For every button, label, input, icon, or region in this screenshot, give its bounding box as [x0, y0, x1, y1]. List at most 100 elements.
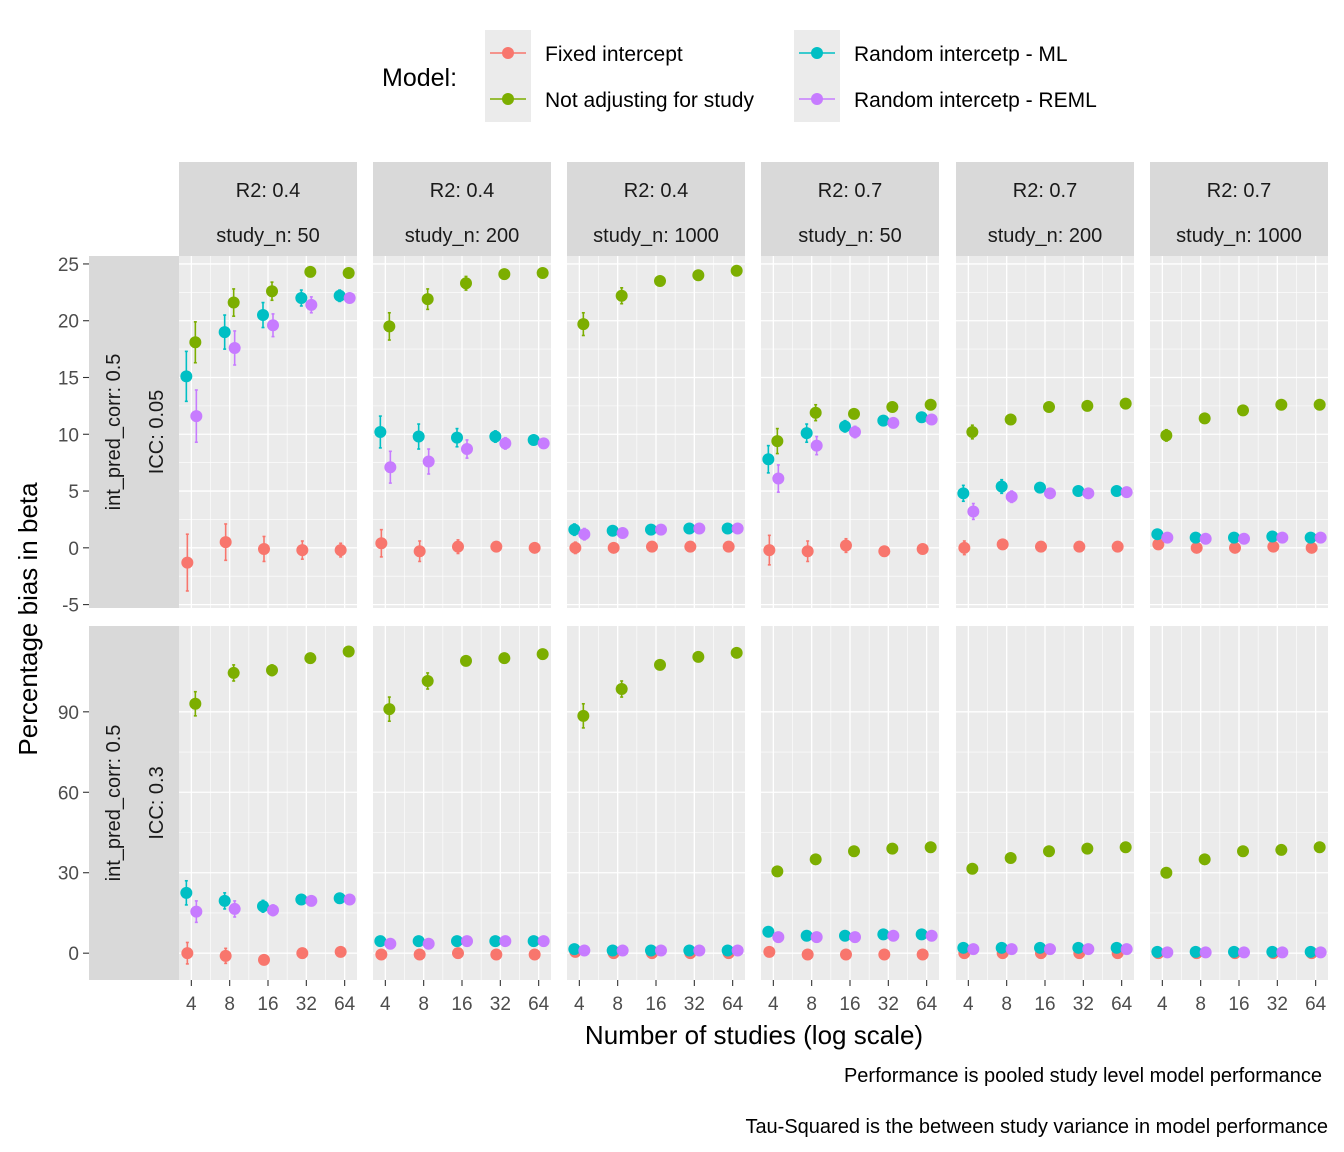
- data-point: [646, 540, 658, 553]
- data-point: [180, 886, 193, 899]
- series-random-intercetp-ml: [180, 879, 346, 913]
- column-strip: R2: 0.7 study_n: 1000: [1150, 162, 1328, 256]
- data-point: [1120, 943, 1133, 956]
- x-tick-label: 16: [1228, 994, 1249, 1015]
- x-tick-label: 4: [963, 994, 974, 1015]
- data-point: [839, 929, 851, 942]
- data-point: [730, 646, 743, 659]
- data-point: [1073, 540, 1086, 553]
- y-tick-label: 10: [58, 425, 79, 446]
- data-point: [1267, 540, 1280, 553]
- legend-label: Not adjusting for study: [545, 89, 754, 112]
- x-tick-label: 8: [806, 994, 817, 1015]
- x-tick-label: 4: [186, 994, 197, 1015]
- data-point: [1119, 397, 1132, 410]
- strip-background: [89, 256, 179, 608]
- series-random-intercetp-reml: [190, 893, 356, 924]
- series-random-intercetp-ml: [568, 943, 734, 957]
- data-point: [577, 709, 590, 722]
- data-point: [848, 845, 860, 858]
- y-tick-label: 20: [58, 312, 79, 333]
- series-random-intercetp-reml: [772, 929, 938, 944]
- x-tick-label: 32: [490, 994, 511, 1015]
- data-point: [1082, 487, 1095, 500]
- x-tick-label: 8: [418, 994, 429, 1015]
- data-point: [295, 292, 308, 305]
- data-point: [731, 522, 744, 535]
- strip-label-inner: ICC: 0.3: [146, 766, 168, 839]
- data-point: [996, 538, 1009, 551]
- x-tick-label: 16: [839, 994, 860, 1015]
- legend-entries: Fixed intercept Not adjusting for study Ra…: [485, 30, 1097, 122]
- panel-r1-c1: [179, 256, 357, 608]
- y-tick-label: -5: [62, 596, 79, 617]
- series-random-intercetp-ml: [374, 415, 540, 450]
- x-tick-label: 4: [1157, 994, 1168, 1015]
- data-point: [461, 935, 473, 948]
- data-point: [537, 935, 550, 948]
- series-not-adjusting-for-study: [189, 265, 355, 364]
- data-point: [258, 953, 270, 966]
- data-point: [452, 540, 464, 553]
- data-point: [461, 443, 473, 456]
- legend-key-point: [811, 93, 823, 105]
- strip-label-r2: R2: 0.7: [818, 180, 882, 202]
- legend-entry-not-adjusting-for-study: Not adjusting for study: [485, 76, 754, 122]
- data-point: [190, 410, 203, 423]
- data-point: [957, 487, 970, 500]
- data-point: [692, 650, 705, 663]
- data-point: [916, 948, 929, 961]
- data-point: [878, 948, 891, 961]
- data-point: [763, 945, 776, 958]
- x-tick-label: 8: [224, 994, 235, 1015]
- data-point: [684, 540, 697, 553]
- data-point: [1005, 490, 1018, 503]
- data-point: [384, 937, 397, 950]
- strip-background: [89, 626, 179, 980]
- data-point: [1190, 541, 1203, 554]
- data-point: [1199, 532, 1212, 545]
- data-point: [295, 893, 308, 906]
- legend-entry-random-intercetp-reml: Random intercetp - REML: [794, 76, 1097, 122]
- data-point: [489, 430, 502, 443]
- data-point: [772, 931, 785, 944]
- data-point: [1004, 851, 1017, 864]
- series-random-intercetp-ml: [1151, 528, 1317, 544]
- data-point: [266, 285, 278, 298]
- legend-label: Random intercetp - ML: [854, 43, 1068, 66]
- data-point: [722, 540, 735, 553]
- data-point: [967, 943, 980, 956]
- series-random-intercetp-reml: [384, 436, 550, 484]
- panel-r2-c4: [761, 626, 939, 980]
- data-point: [763, 544, 776, 557]
- data-point: [451, 935, 463, 948]
- data-point: [967, 505, 980, 518]
- legend-key-point: [811, 47, 823, 59]
- x-tick-label: 4: [380, 994, 391, 1015]
- legend: Model: Fixed intercept Not adjusting for …: [382, 30, 1097, 122]
- data-point: [915, 928, 928, 941]
- y-axis-row-2: 0 30 60 90: [58, 703, 89, 965]
- data-point: [228, 341, 241, 354]
- data-point: [1119, 841, 1132, 854]
- data-point: [527, 433, 540, 446]
- x-axis-col-3: 4 8 16 32 64: [574, 980, 744, 1015]
- series-random-intercetp-reml: [578, 522, 744, 541]
- strip-label-study-n: study_n: 200: [988, 225, 1103, 247]
- data-point: [296, 947, 309, 960]
- data-point: [375, 948, 388, 961]
- data-point: [333, 289, 346, 302]
- y-tick-label: 0: [68, 944, 79, 965]
- data-point: [1189, 531, 1202, 544]
- data-point: [528, 541, 541, 554]
- data-point: [258, 542, 270, 555]
- data-point: [452, 947, 464, 960]
- data-point: [498, 268, 511, 281]
- data-point: [915, 411, 928, 424]
- data-point: [305, 298, 318, 311]
- x-axis-col-6: 4 8 16 32 64: [1157, 980, 1327, 1015]
- data-point: [683, 522, 696, 535]
- data-point: [304, 265, 317, 278]
- x-tick-label: 4: [574, 994, 585, 1015]
- data-point: [1266, 530, 1279, 543]
